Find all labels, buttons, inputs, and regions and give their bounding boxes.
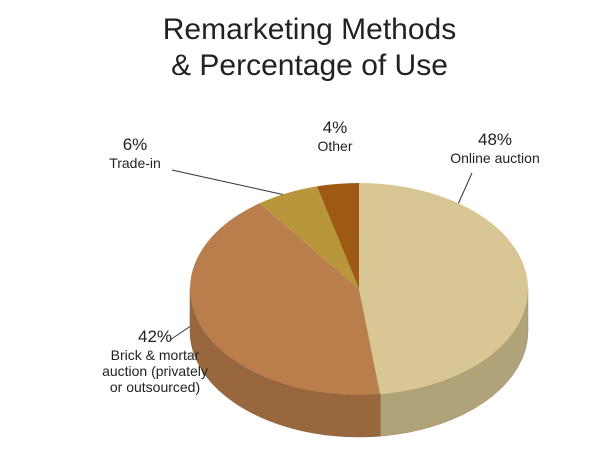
data-label: 48% Online auction	[430, 130, 560, 166]
data-label: 4% Other	[295, 118, 375, 154]
slice-top	[316, 183, 359, 289]
pie-slice	[259, 186, 359, 289]
category-label: Other	[317, 138, 353, 154]
category-label: Online auction	[450, 150, 540, 166]
value-label: 6%	[122, 135, 148, 154]
slice-top	[190, 203, 381, 395]
value-label: 42%	[137, 327, 173, 346]
pie-slice	[359, 183, 529, 437]
leader-line	[171, 169, 295, 198]
slice-top	[259, 186, 359, 289]
category-label: Trade-in	[109, 155, 161, 171]
pie-slice	[189, 203, 381, 438]
category-label: Brick & mortar auction (privately or out…	[102, 347, 208, 395]
value-label: 4%	[322, 118, 348, 137]
data-label: 42% Brick & mortar auction (privately or …	[100, 327, 210, 395]
value-label: 48%	[477, 130, 513, 149]
pie-slice	[316, 183, 359, 289]
data-label: 6% Trade-in	[85, 135, 185, 171]
slice-top	[359, 183, 528, 395]
chart-title: Remarketing Methods & Percentage of Use	[162, 13, 457, 82]
